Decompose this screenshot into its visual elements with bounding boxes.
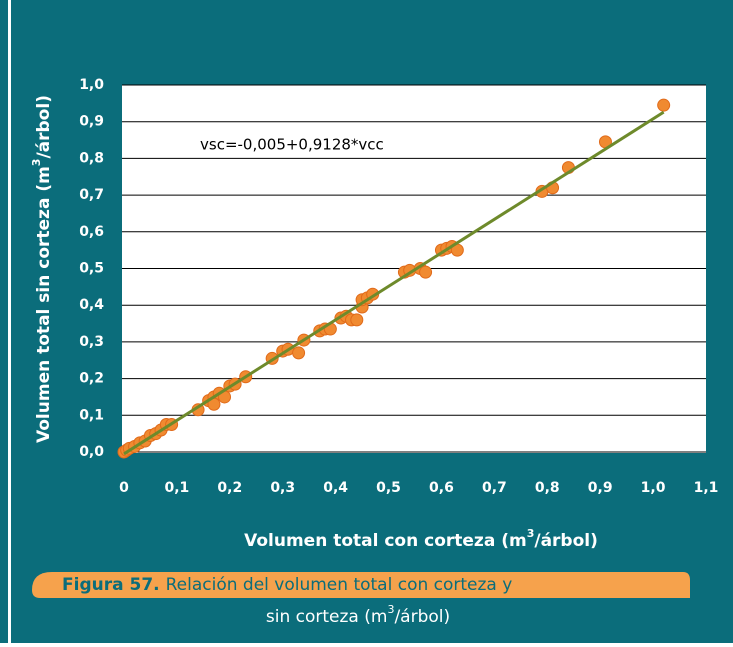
x-label-part: Volumen total con corteza (m: [244, 531, 527, 551]
y-tick-label: 0,5: [79, 261, 104, 277]
caption-line1: Figura 57. Relación del volumen total con…: [62, 575, 512, 595]
caption-part: /árbol): [394, 607, 450, 627]
x-tick-label: 0,7: [482, 480, 507, 496]
x-tick-label: 0,4: [323, 480, 348, 496]
y-label-part: /árbol): [34, 95, 54, 159]
caption-sup: 3: [387, 603, 394, 616]
y-tick-label: 1,0: [79, 77, 104, 93]
point: [419, 265, 433, 279]
x-tick-label: 0,6: [429, 480, 454, 496]
x-tick-label: 0: [119, 480, 129, 496]
y-tick-label: 0,9: [79, 114, 104, 130]
trendline: [123, 110, 665, 456]
x-tick-label: 0,2: [217, 480, 242, 496]
point: [350, 313, 364, 327]
caption-line2: sin corteza (m3/árbol): [266, 603, 450, 627]
x-tick-label: 0,9: [588, 480, 613, 496]
point: [657, 98, 671, 112]
annotation: vsc=-0,005+0,9128*vcc: [200, 136, 384, 154]
caption-text: Relación del volumen total con corteza y: [166, 575, 513, 595]
y-tick-label: 0,1: [79, 407, 104, 423]
point: [292, 346, 306, 360]
x-label-sup: 3: [527, 527, 535, 540]
x-tick-label: 0,3: [270, 480, 295, 496]
y-tick-label: 0,4: [79, 297, 104, 313]
x-tick-label: 0,5: [376, 480, 401, 496]
y-tick-label: 0,0: [79, 444, 104, 460]
y-label-part: Volumen total sin corteza (m: [34, 166, 54, 443]
caption-label: Figura 57.: [62, 575, 160, 595]
side-rule: [8, 0, 11, 643]
x-label-part: /árbol): [534, 531, 598, 551]
y-tick-label: 0,3: [79, 334, 104, 350]
x-axis-label: Volumen total con corteza (m3/árbol): [244, 527, 598, 551]
y-tick-label: 0,6: [79, 224, 104, 240]
x-tick-label: 0,8: [535, 480, 560, 496]
x-tick-label: 1,1: [694, 480, 719, 496]
y-axis-label: Volumen total sin corteza (m3/árbol): [30, 95, 54, 443]
x-tick-label: 1,0: [641, 480, 666, 496]
caption-part: sin corteza (m: [266, 607, 388, 627]
caption-box: [32, 572, 690, 598]
y-tick-label: 0,8: [79, 150, 104, 166]
x-tick-label: 0,1: [165, 480, 190, 496]
y-tick-label: 0,7: [79, 187, 104, 203]
y-tick-label: 0,2: [79, 371, 104, 387]
y-label-sup: 3: [30, 159, 43, 167]
